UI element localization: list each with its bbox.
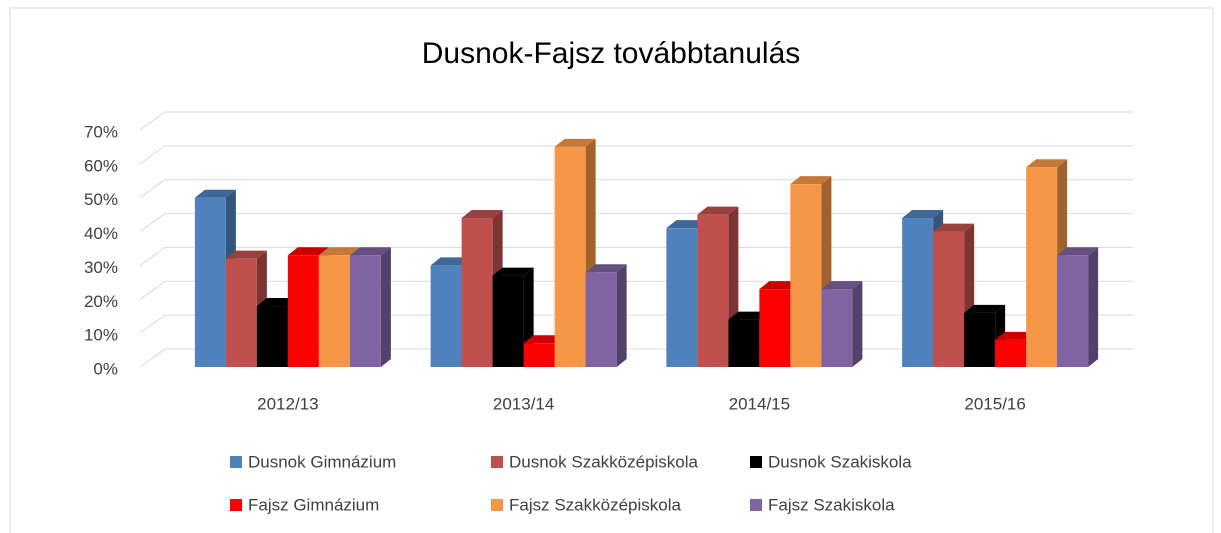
grid-line-side [139,348,166,368]
bar [461,218,493,367]
bar-side [1088,247,1099,367]
bar-top [585,264,627,273]
bar-top [430,257,472,266]
bar-top [1026,159,1068,168]
legend-label: Dusnok Gimnázium [248,452,396,471]
y-tick-label: 40% [84,224,118,243]
bar [318,255,350,367]
bar [287,255,319,367]
grid-line-side [139,314,166,334]
bar-top [225,250,267,259]
legend-swatch [491,499,503,511]
bar-top [666,220,708,229]
bar [492,275,524,367]
bar-side [616,264,627,367]
bar-side [380,247,391,367]
x-tick-label: 2015/16 [964,394,1025,413]
y-tick-label: 60% [84,156,118,175]
grid-line-side [139,213,166,232]
x-tick-label: 2013/14 [493,394,554,413]
legend-swatch [230,456,242,468]
bar [666,228,698,367]
legend-swatch [750,499,762,511]
bar [1057,255,1089,367]
bar [995,339,1027,367]
bar-top [1057,247,1099,256]
bar-top [554,138,596,147]
bar-top [759,281,801,290]
y-tick-label: 50% [84,190,118,209]
legend-label: Fajsz Gimnázium [248,495,379,514]
bar [728,319,760,367]
grid-line-side [139,145,166,165]
chart-title: Dusnok-Fajsz továbbtanulás [422,37,801,70]
bar [523,343,555,367]
legend-swatch [750,456,762,468]
bar [759,289,791,367]
bar [430,265,462,367]
legend-label: Fajsz Szakközépiskola [509,495,682,514]
bar-top [995,331,1037,340]
legend-swatch [491,456,503,468]
bar-top [964,304,1006,313]
grid-line-side [139,280,166,300]
bar [256,306,288,367]
bar [821,289,853,367]
bar-top [933,223,975,232]
bar-top [821,281,863,290]
bar [964,312,996,367]
legend-label: Dusnok Szakiskola [768,452,912,471]
bar [697,214,729,367]
y-tick-label: 0% [93,359,118,378]
y-tick-label: 70% [84,122,118,141]
bar [554,146,586,367]
bar-top [349,247,391,256]
bar [585,272,617,367]
bar [194,197,226,367]
bar-top [256,298,298,307]
bar [349,255,381,367]
bar-top [902,210,944,219]
bar-top [194,189,236,198]
bar-side [852,281,863,367]
bar-top [461,210,503,219]
bar-top [318,247,360,256]
grid-line-side [139,179,166,199]
bar-top [492,267,534,276]
bar-top [728,311,770,320]
bar [902,218,934,367]
bar-top [523,335,565,344]
bar-top [790,176,832,185]
bar [225,258,257,367]
bar-top [697,206,739,215]
bar [790,184,822,367]
legend-label: Dusnok Szakközépiskola [509,452,699,471]
y-tick-label: 10% [84,326,118,345]
bar [1026,167,1058,367]
grid-line-side [139,247,166,266]
x-tick-label: 2012/13 [257,394,318,413]
legend-swatch [230,499,242,511]
bar-top [287,247,329,256]
y-tick-label: 30% [84,258,118,277]
grid-line-side [139,111,166,131]
y-tick-label: 20% [84,292,118,311]
x-tick-label: 2014/15 [729,394,790,413]
bar [933,231,965,367]
legend-label: Fajsz Szakiskola [768,495,895,514]
